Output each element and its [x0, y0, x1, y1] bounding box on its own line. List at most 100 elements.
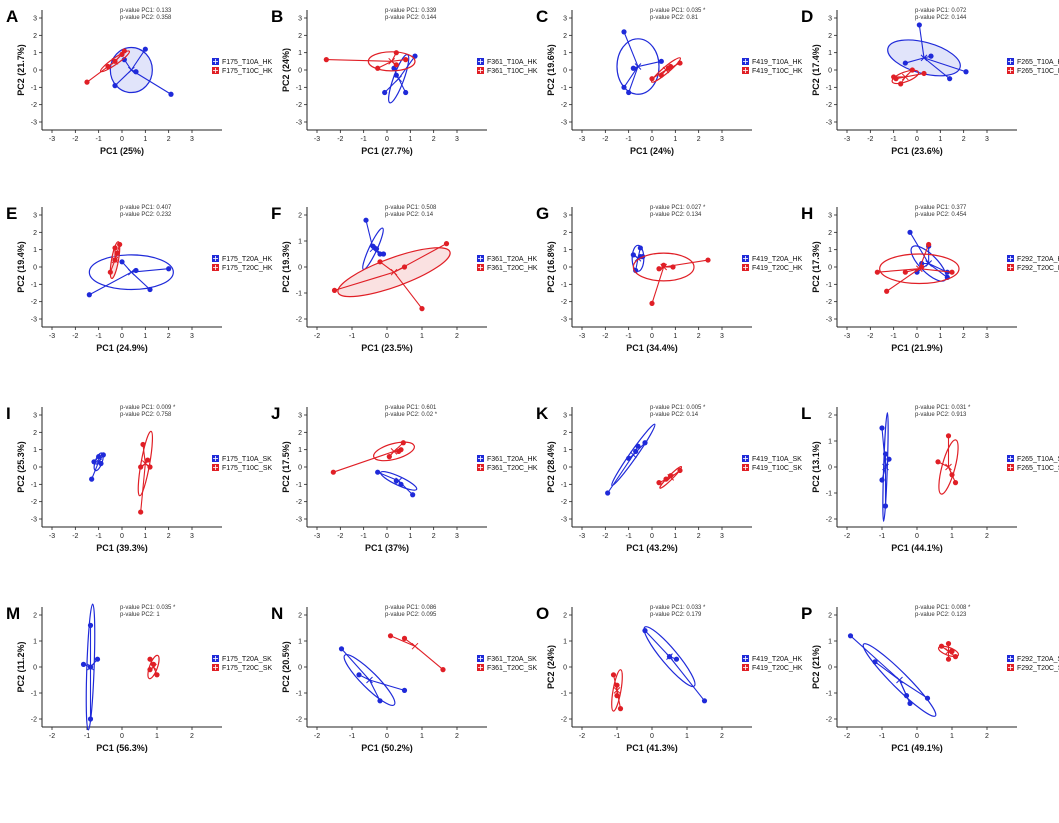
y-axis-label: PC2 (17.5%) [281, 441, 291, 493]
legend-label: F292_T20C_HK [1017, 265, 1059, 272]
data-point-blue [658, 58, 664, 64]
data-point-red [614, 682, 620, 688]
y-axis-label: PC2 (20.5%) [281, 641, 291, 693]
x-tick-label: 1 [685, 733, 689, 740]
pvalue-pc2: p-value PC2: 0.454 [915, 212, 967, 218]
data-point-blue [96, 454, 102, 460]
x-axis-label: PC1 (27.7%) [361, 146, 413, 156]
centroid-marker [366, 676, 373, 684]
pvalue-pc2: p-value PC2: 0.913 [915, 412, 967, 418]
y-tick-label: 1 [563, 639, 567, 646]
data-point-blue [91, 459, 97, 465]
x-axis-label: PC1 (50.2%) [361, 743, 413, 753]
centroid-marker [915, 265, 923, 273]
pvalue-pc1: p-value PC1: 0.072 [915, 8, 967, 14]
y-tick-label: -2 [561, 299, 567, 306]
centroid-spoke-blue [89, 271, 132, 296]
x-tick-label: -2 [602, 533, 608, 540]
x-tick-label: 0 [650, 333, 654, 340]
data-point-red [909, 67, 915, 73]
pvalue-pc1: p-value PC1: 0.035 * [120, 605, 176, 611]
x-tick-label: 3 [720, 136, 724, 143]
y-tick-label: -1 [561, 691, 567, 698]
data-point-red [926, 241, 932, 248]
data-point-blue [916, 22, 922, 28]
legend-label: F361_T20A_HK [487, 456, 538, 463]
x-axis-label: PC1 (37%) [365, 543, 409, 553]
confidence-ellipse-blue [88, 254, 174, 291]
y-tick-label: 2 [563, 33, 567, 40]
x-tick-label: 0 [385, 533, 389, 540]
data-point-blue [370, 243, 376, 249]
x-tick-label: -1 [361, 533, 367, 540]
x-axis-label: PC1 (21.9%) [891, 343, 943, 353]
y-tick-label: -2 [561, 499, 567, 506]
centroid-spoke-blue [341, 648, 370, 681]
y-axis-label: PC2 (13.1%) [811, 441, 821, 493]
legend-label: F265_T10A_SK [1017, 456, 1059, 463]
x-tick-label: -3 [844, 333, 850, 340]
centroid-spoke-blue [628, 66, 639, 93]
x-tick-label: 3 [190, 333, 194, 340]
centroid-marker [667, 474, 675, 481]
legend-label: F175_T10C_HK [222, 68, 273, 75]
y-tick-label: -1 [296, 691, 302, 698]
x-axis-label: PC1 (23.5%) [361, 343, 413, 353]
y-tick-label: 3 [828, 213, 832, 220]
x-tick-label: 2 [962, 333, 966, 340]
x-tick-label: -1 [96, 136, 102, 143]
legend-label: F361_T20A_SK [487, 656, 537, 663]
y-tick-label: -3 [296, 517, 302, 524]
data-point-red [884, 288, 890, 294]
centroid-marker [150, 663, 157, 671]
x-axis-label: PC1 (34.4%) [626, 343, 678, 353]
x-tick-label: 2 [720, 733, 724, 740]
x-tick-label: -2 [602, 136, 608, 143]
x-tick-label: -2 [72, 533, 78, 540]
data-point-blue [633, 448, 639, 454]
confidence-ellipse-red [938, 439, 959, 495]
x-tick-label: 2 [962, 136, 966, 143]
data-point-red [114, 250, 120, 256]
centroid-marker [95, 458, 103, 466]
y-tick-label: 0 [828, 665, 832, 672]
legend-label: F419_T20C_HK [752, 665, 803, 672]
data-point-red [945, 656, 952, 662]
x-tick-label: 1 [673, 533, 677, 540]
y-tick-label: -2 [31, 717, 37, 724]
x-tick-label: 3 [455, 533, 459, 540]
data-point-red [401, 264, 408, 270]
centroid-spoke-red [919, 268, 953, 273]
x-tick-label: 1 [143, 533, 147, 540]
data-point-red [154, 672, 160, 678]
centroid-spoke-red [651, 266, 665, 304]
x-tick-label: 0 [385, 136, 389, 143]
confidence-ellipse-blue [882, 412, 889, 522]
legend-label: F175_T10C_SK [222, 465, 273, 472]
y-tick-label: -3 [561, 120, 567, 127]
y-axis-label: PC2 (19.6%) [546, 44, 556, 96]
panel-e: E -3 -2 -1 0 1 2 3 -3 -2 -1 0 1 2 3 PC1 (24.9%) PC2 (19.… [6, 204, 273, 353]
data-point-blue [882, 503, 889, 509]
panel-letter: L [801, 404, 811, 423]
y-tick-label: -2 [561, 102, 567, 109]
centroid-marker [127, 66, 135, 74]
x-tick-label: 2 [697, 136, 701, 143]
y-tick-label: -2 [296, 717, 302, 724]
y-axis-label: PC2 (16.8%) [546, 241, 556, 293]
data-point-red [668, 473, 674, 479]
data-point-red [677, 60, 683, 66]
centroid-spoke-blue [637, 60, 662, 68]
data-point-blue [147, 286, 153, 293]
centroid-spoke-red [390, 635, 416, 647]
y-axis-label: PC2 (11.2%) [16, 641, 26, 692]
data-point-red [419, 306, 425, 312]
x-tick-label: 2 [985, 533, 989, 540]
centroid-marker [395, 477, 403, 485]
data-point-blue [119, 259, 125, 265]
y-tick-label: -2 [561, 717, 567, 724]
x-tick-label: -3 [49, 533, 55, 540]
legend-label: F265_T10A_HK [1017, 59, 1059, 66]
confidence-ellipse-red [373, 441, 415, 462]
x-tick-label: -3 [49, 333, 55, 340]
